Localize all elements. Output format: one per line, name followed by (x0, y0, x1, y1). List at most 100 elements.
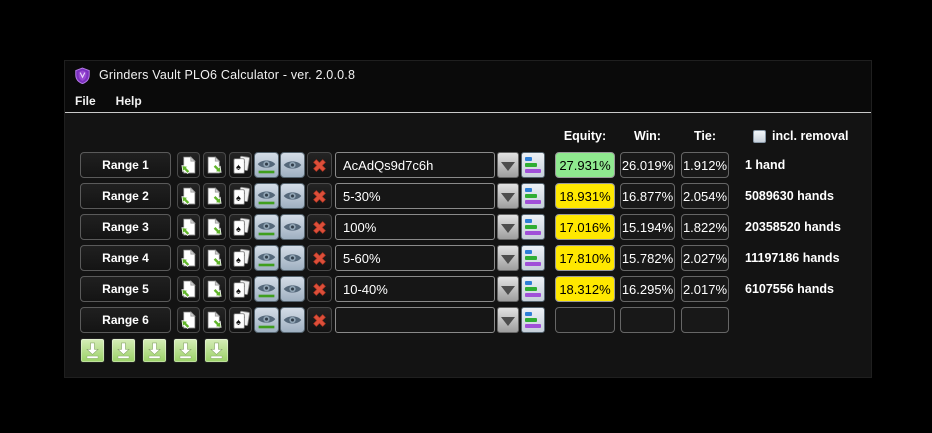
import-range-button[interactable] (177, 276, 200, 302)
clear-range-button[interactable] (307, 276, 332, 302)
win-value: 16.877% (620, 183, 675, 209)
clear-range-button[interactable] (307, 152, 332, 178)
export-range-button[interactable] (203, 307, 226, 333)
import-range-icon (181, 280, 196, 298)
preview-range-button[interactable] (280, 183, 305, 209)
clear-range-button[interactable] (307, 307, 332, 333)
select-cards-button[interactable]: A ♠ (229, 307, 252, 333)
range-stats-button[interactable] (521, 183, 545, 209)
select-cards-button[interactable]: A ♠ (229, 152, 252, 178)
range-button[interactable]: Range 6 (80, 307, 171, 333)
show-range-button[interactable] (254, 245, 279, 271)
clear-range-button[interactable] (307, 183, 332, 209)
playing-cards-icon: A ♠ (233, 155, 250, 174)
range-dropdown-button[interactable] (497, 214, 519, 240)
select-cards-button[interactable]: A ♠ (229, 276, 252, 302)
range-input[interactable] (335, 214, 495, 240)
range-input[interactable] (335, 152, 495, 178)
export-range-button[interactable] (203, 214, 226, 240)
range-button[interactable]: Range 4 (80, 245, 171, 271)
range-stats-button[interactable] (521, 307, 545, 333)
equity-value: 17.810% (555, 245, 615, 271)
range-input[interactable] (335, 307, 495, 333)
range-stats-button[interactable] (521, 276, 545, 302)
tie-value: 2.017% (681, 276, 729, 302)
tie-value: 1.912% (681, 152, 729, 178)
incl-removal-label: incl. removal (772, 129, 849, 143)
download-button-row (80, 338, 229, 363)
delete-x-icon (313, 251, 326, 265)
import-range-button[interactable] (177, 245, 200, 271)
export-range-button[interactable] (203, 152, 226, 178)
import-range-icon (181, 156, 196, 174)
equity-value (555, 307, 615, 333)
show-range-button[interactable] (254, 307, 279, 333)
incl-removal-checkbox[interactable] (753, 129, 766, 143)
delete-x-icon (313, 313, 326, 327)
export-range-button[interactable] (203, 276, 226, 302)
preview-range-button[interactable] (280, 245, 305, 271)
download-arrow-icon (210, 342, 223, 359)
window-title: Grinders Vault PLO6 Calculator - ver. 2.… (99, 68, 356, 82)
range-button[interactable]: Range 2 (80, 183, 171, 209)
download-arrow-icon (179, 342, 192, 359)
show-range-button[interactable] (254, 183, 279, 209)
eye-underline-icon (257, 253, 276, 267)
range-dropdown-button[interactable] (497, 183, 519, 209)
range-button[interactable]: Range 5 (80, 276, 171, 302)
range-button-label: Range 5 (102, 282, 149, 296)
show-range-button[interactable] (254, 152, 279, 178)
svg-text:♠: ♠ (236, 224, 241, 234)
clear-range-button[interactable] (307, 214, 332, 240)
import-range-button[interactable] (177, 307, 200, 333)
export-range-button[interactable] (203, 245, 226, 271)
select-cards-button[interactable]: A ♠ (229, 245, 252, 271)
range-input[interactable] (335, 276, 495, 302)
range-stats-button[interactable] (521, 214, 545, 240)
download-results-button[interactable] (173, 338, 198, 363)
download-results-button[interactable] (204, 338, 229, 363)
hands-count: 5089630 hands (745, 189, 834, 203)
download-results-button[interactable] (111, 338, 136, 363)
range-dropdown-button[interactable] (497, 307, 519, 333)
title-bar: Grinders Vault PLO6 Calculator - ver. 2.… (65, 61, 871, 89)
tie-column-label: Tie: (694, 129, 716, 143)
range-button[interactable]: Range 1 (80, 152, 171, 178)
download-results-button[interactable] (80, 338, 105, 363)
menu-help[interactable]: Help (115, 93, 142, 108)
clear-range-button[interactable] (307, 245, 332, 271)
preview-range-button[interactable] (280, 276, 305, 302)
export-range-icon (207, 187, 222, 205)
range-stats-button[interactable] (521, 152, 545, 178)
playing-cards-icon: A ♠ (233, 248, 250, 267)
tie-value: 2.027% (681, 245, 729, 271)
select-cards-button[interactable]: A ♠ (229, 214, 252, 240)
chevron-down-icon (501, 161, 515, 171)
svg-text:♠: ♠ (236, 317, 241, 327)
import-range-button[interactable] (177, 214, 200, 240)
app-window: Grinders Vault PLO6 Calculator - ver. 2.… (64, 60, 872, 378)
range-dropdown-button[interactable] (497, 276, 519, 302)
import-range-button[interactable] (177, 183, 200, 209)
export-range-button[interactable] (203, 183, 226, 209)
range-input[interactable] (335, 183, 495, 209)
preview-range-button[interactable] (280, 214, 305, 240)
range-stats-button[interactable] (521, 245, 545, 271)
chevron-down-icon (501, 254, 515, 264)
preview-range-button[interactable] (280, 152, 305, 178)
range-button-label: Range 6 (102, 313, 149, 327)
import-range-button[interactable] (177, 152, 200, 178)
download-arrow-icon (148, 342, 161, 359)
equity-value: 17.016% (555, 214, 615, 240)
download-results-button[interactable] (142, 338, 167, 363)
range-button[interactable]: Range 3 (80, 214, 171, 240)
menu-file[interactable]: File (75, 93, 96, 108)
svg-text:♠: ♠ (236, 162, 241, 172)
show-range-button[interactable] (254, 276, 279, 302)
preview-range-button[interactable] (280, 307, 305, 333)
select-cards-button[interactable]: A ♠ (229, 183, 252, 209)
range-dropdown-button[interactable] (497, 152, 519, 178)
show-range-button[interactable] (254, 214, 279, 240)
range-input[interactable] (335, 245, 495, 271)
range-dropdown-button[interactable] (497, 245, 519, 271)
